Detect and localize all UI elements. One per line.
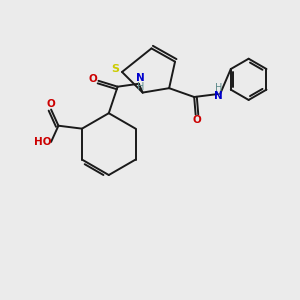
Text: O: O xyxy=(89,74,98,84)
Text: N: N xyxy=(136,73,145,83)
Text: O: O xyxy=(193,115,202,125)
Text: N: N xyxy=(214,91,223,100)
Text: O: O xyxy=(46,99,55,109)
Text: HO: HO xyxy=(34,137,51,147)
Text: H: H xyxy=(214,83,222,93)
Text: H: H xyxy=(136,82,144,92)
Text: S: S xyxy=(112,64,119,74)
